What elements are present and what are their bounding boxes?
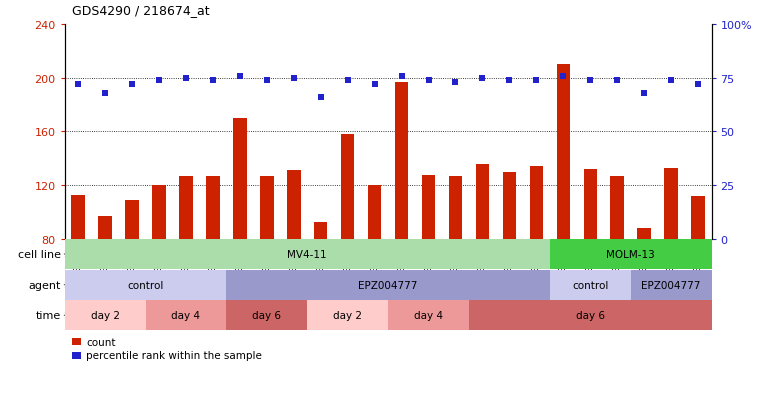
Bar [449, 176, 462, 240]
Bar [233, 119, 247, 240]
Text: cell line: cell line [18, 249, 61, 259]
Text: count: count [86, 337, 116, 347]
Text: day 4: day 4 [171, 311, 200, 320]
Text: percentile rank within the sample: percentile rank within the sample [86, 350, 262, 360]
Bar [395, 83, 409, 240]
Text: day 2: day 2 [333, 311, 362, 320]
Bar [260, 176, 273, 240]
Bar [314, 222, 327, 240]
Text: agent: agent [28, 280, 61, 290]
Text: MV4-11: MV4-11 [288, 249, 327, 259]
Bar [476, 164, 489, 240]
Bar [530, 167, 543, 240]
Bar [152, 186, 166, 240]
Bar [503, 173, 516, 240]
Bar [584, 170, 597, 240]
Text: time: time [36, 311, 61, 320]
Bar [287, 171, 301, 240]
Text: MOLM-13: MOLM-13 [607, 249, 655, 259]
Bar [98, 217, 112, 240]
Bar [691, 197, 705, 240]
Bar [556, 65, 570, 240]
Text: day 4: day 4 [414, 311, 443, 320]
Text: control: control [127, 280, 164, 290]
Bar [610, 176, 624, 240]
Bar [206, 176, 220, 240]
Bar [638, 229, 651, 240]
Bar [126, 201, 139, 240]
Text: day 2: day 2 [91, 311, 119, 320]
Bar [422, 175, 435, 240]
Bar [180, 176, 193, 240]
Bar [72, 195, 85, 240]
Text: EPZ004777: EPZ004777 [642, 280, 701, 290]
Text: day 6: day 6 [253, 311, 282, 320]
Text: GDS4290 / 218674_at: GDS4290 / 218674_at [72, 4, 210, 17]
Text: EPZ004777: EPZ004777 [358, 280, 418, 290]
Bar [664, 169, 678, 240]
Text: control: control [572, 280, 609, 290]
Text: day 6: day 6 [576, 311, 605, 320]
Bar [341, 135, 355, 240]
Bar [368, 186, 381, 240]
